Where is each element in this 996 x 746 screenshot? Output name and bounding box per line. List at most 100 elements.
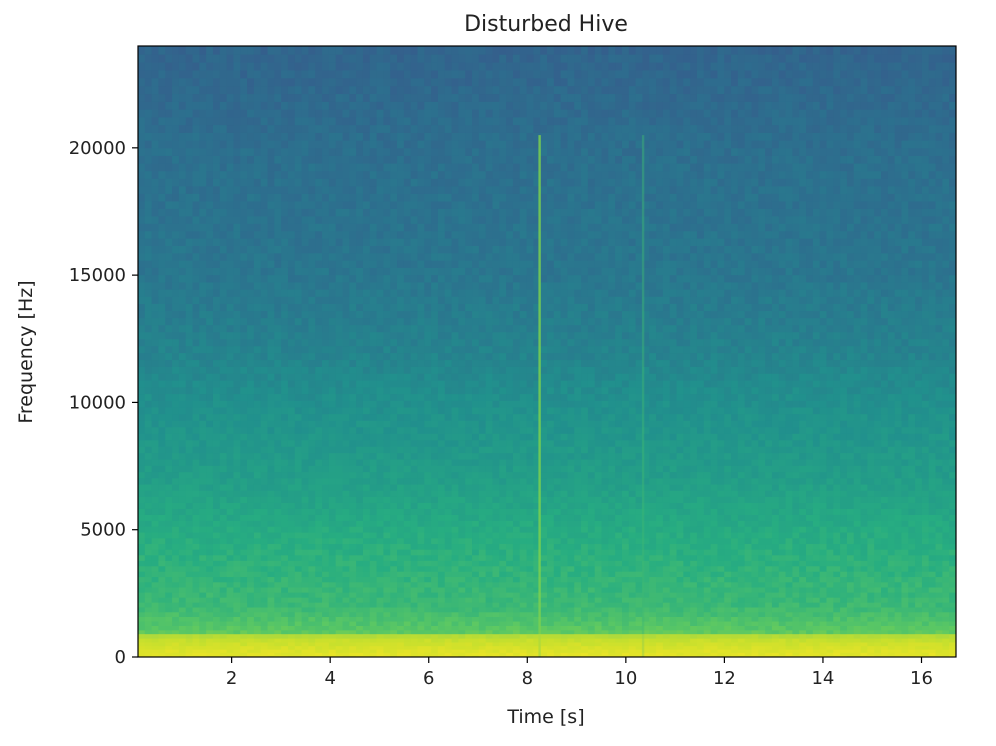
spectrogram-cell <box>308 274 316 283</box>
spectrogram-cell <box>172 178 180 187</box>
spectrogram-cell <box>219 77 228 87</box>
spectrogram-cell <box>301 162 310 172</box>
spectrogram-cell <box>192 338 201 347</box>
spectrogram-cell <box>253 245 262 254</box>
spectrogram-cell <box>472 178 480 187</box>
spectrogram-cell <box>260 93 269 102</box>
spectrogram-cell <box>253 471 262 479</box>
spectrogram-cell <box>410 359 419 367</box>
spectrogram-cell <box>151 581 160 588</box>
spectrogram-cell <box>437 601 446 608</box>
spectrogram-cell <box>185 252 194 261</box>
spectrogram-cell <box>383 560 391 567</box>
spectrogram-cell <box>206 483 214 491</box>
spectrogram-cell <box>342 259 351 268</box>
spectrogram-cell <box>260 620 269 626</box>
spectrogram-cell <box>369 317 378 326</box>
spectrogram-cell <box>403 571 412 578</box>
spectrogram-cell <box>287 586 296 593</box>
spectrogram-cell <box>165 208 173 217</box>
spectrogram-cell <box>322 124 330 133</box>
spectrogram-cell <box>383 543 391 550</box>
spectrogram-cell <box>362 458 371 466</box>
spectrogram-cell <box>212 514 221 521</box>
spectrogram-cell <box>233 477 241 485</box>
spectrogram-cell <box>403 208 412 217</box>
spectrogram-cell <box>165 338 173 347</box>
spectrogram-cell <box>151 310 160 319</box>
spectrogram-cell <box>219 69 228 79</box>
spectrogram-cell <box>328 338 337 347</box>
spectrogram-cell <box>219 178 228 187</box>
spectrogram-cell <box>472 108 480 118</box>
spectrogram-cell <box>451 620 460 626</box>
spectrogram-cell <box>172 490 180 497</box>
spectrogram-cell <box>165 185 173 194</box>
spectrogram-cell <box>356 477 364 485</box>
spectrogram-cell <box>247 303 255 312</box>
spectrogram-cell <box>158 53 166 63</box>
spectrogram-cell <box>431 77 439 87</box>
spectrogram-cell <box>240 281 248 290</box>
spectrogram-cell <box>349 625 357 631</box>
spectrogram-cell <box>335 433 344 441</box>
spectrogram-cell <box>342 543 351 550</box>
spectrogram-cell <box>185 591 194 598</box>
spectrogram-cell <box>417 537 425 545</box>
spectrogram-cell <box>390 281 398 290</box>
spectrogram-cell <box>362 259 371 268</box>
spectrogram-cell <box>451 296 460 304</box>
spectrogram-cell <box>226 393 235 401</box>
spectrogram-cell <box>151 477 160 485</box>
spectrogram-cell <box>212 46 221 55</box>
spectrogram-cell <box>247 193 255 202</box>
spectrogram-cell <box>294 400 303 408</box>
spectrogram-cell <box>403 193 412 202</box>
spectrogram-cell <box>424 611 432 617</box>
spectrogram-cell <box>424 162 432 172</box>
spectrogram-cell <box>212 379 221 388</box>
spectrogram-cell <box>185 406 194 415</box>
spectrogram-cell <box>403 606 412 613</box>
spectrogram-cell <box>472 452 480 460</box>
spectrogram-cell <box>281 237 289 246</box>
spectrogram-cell <box>315 178 323 187</box>
spectrogram-cell <box>294 46 303 55</box>
spectrogram-cell <box>349 483 357 491</box>
spectrogram-cell <box>151 359 160 367</box>
spectrogram-cell <box>451 178 460 187</box>
spectrogram-cell <box>287 560 296 567</box>
spectrogram-cell <box>287 338 296 347</box>
spectrogram-cell <box>192 352 201 361</box>
spectrogram-cell <box>356 338 364 347</box>
spectrogram-cell <box>260 386 269 395</box>
spectrogram-cell <box>335 147 344 156</box>
spectrogram-cell <box>199 393 207 401</box>
spectrogram-cell <box>240 520 248 527</box>
spectrogram-cell <box>472 200 480 209</box>
spectrogram-cell <box>451 446 460 454</box>
spectrogram-cell <box>342 124 351 133</box>
spectrogram-cell <box>465 85 473 95</box>
spectrogram-cell <box>185 373 194 381</box>
spectrogram-cell <box>342 452 351 460</box>
spectrogram-cell <box>458 303 466 312</box>
spectrogram-cell <box>376 601 385 608</box>
spectrogram-cell <box>172 208 180 217</box>
spectrogram-cell <box>465 576 473 583</box>
spectrogram-cell <box>206 560 214 567</box>
spectrogram-cell <box>281 230 289 239</box>
spectrogram-cell <box>424 155 432 164</box>
spectrogram-cell <box>342 317 351 326</box>
spectrogram-cell <box>328 223 337 232</box>
spectrogram-cell <box>199 537 207 545</box>
spectrogram-cell <box>342 147 351 156</box>
spectrogram-cell <box>315 548 323 556</box>
spectrogram-cell <box>403 223 412 232</box>
spectrogram-cell <box>294 433 303 441</box>
spectrogram-cell <box>390 502 398 509</box>
spectrogram-cell <box>247 386 255 395</box>
spectrogram-cell <box>301 586 310 593</box>
spectrogram-cell <box>308 317 316 326</box>
spectrogram-cell <box>294 147 303 156</box>
